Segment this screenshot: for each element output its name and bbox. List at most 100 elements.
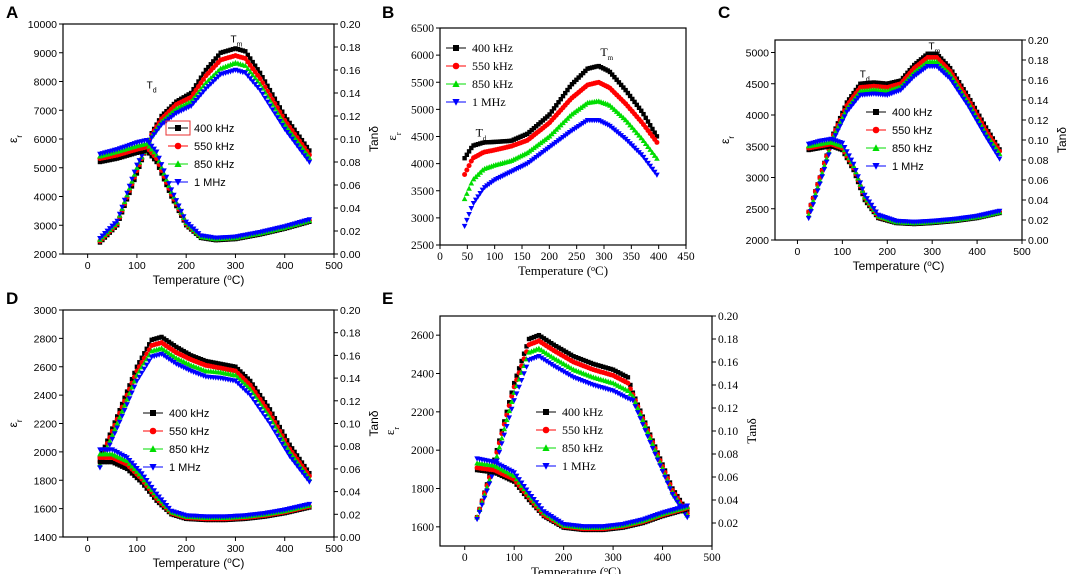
eps-point [179,347,184,352]
eps-point [647,146,654,152]
eps-point [201,357,206,363]
eps-point [596,63,601,69]
eps-point [284,130,290,136]
eps-point [166,356,172,362]
eps-point [550,363,557,369]
y2-tick-label: 0.16 [340,65,361,77]
tan-point [178,208,185,215]
eps-point [972,111,978,117]
tan-point [122,465,127,470]
eps-point [289,124,295,129]
eps-point [508,398,515,404]
tan-point [134,150,140,155]
eps-point [507,400,512,405]
eps-point [294,463,300,469]
eps-point [136,158,143,164]
eps-point [850,101,857,107]
eps-point [603,365,608,370]
eps-point [647,435,653,441]
y-tick-label: 4000 [411,159,434,171]
eps-point [647,163,654,170]
eps-point [169,341,174,346]
y2-tick-label: 0.04 [718,495,738,507]
eps-point [200,89,207,95]
tan-point [161,177,167,182]
eps-point [842,105,847,110]
eps-point [638,152,645,158]
eps-point [640,154,647,161]
eps-point [235,46,241,52]
x-tick-label: 200 [879,246,897,258]
eps-point [639,417,646,423]
eps-point [855,95,861,101]
legend-marker [872,163,880,170]
panel-letter: D [6,289,18,308]
eps-point [835,128,841,134]
x-tick-label: 150 [513,251,531,263]
tan-point [528,493,535,500]
eps-point [190,100,197,107]
eps-point [558,367,564,374]
eps-point [628,382,633,388]
legend-label: 1 MHz [194,177,226,189]
eps-point [195,95,202,101]
annotation-d: Td [860,70,870,84]
eps-point [563,90,568,96]
tan-point [146,140,153,147]
eps-point [171,343,177,348]
eps-point [593,362,598,367]
eps-point [511,398,517,404]
eps-point [894,79,899,84]
eps-point [109,432,116,438]
tan-point [117,463,122,468]
y-tick-label: 4500 [746,79,770,91]
eps-point [921,55,926,60]
eps-point [255,67,260,72]
legend-label: 550 kHz [169,426,209,438]
tan-point [161,500,167,506]
eps-point [186,351,191,357]
tan-point [841,145,848,151]
eps-point [521,371,527,377]
eps-point [267,103,273,109]
tan-point [139,149,145,154]
eps-point [990,145,996,151]
eps-point [225,48,231,53]
eps-point [561,348,566,353]
eps-point [608,366,613,372]
eps-point [233,364,238,369]
eps-point [523,364,530,370]
eps-point [502,139,508,144]
legend-marker [175,125,181,131]
eps-point [605,68,610,73]
eps-point [841,114,848,120]
eps-point [634,129,640,136]
eps-point [916,59,921,64]
eps-point [659,469,666,475]
eps-point [114,425,120,431]
eps-point [107,226,113,232]
eps-point [513,391,520,397]
eps-point [168,358,175,364]
y-axis-label: εr [6,135,24,143]
eps-point [294,143,300,149]
eps-point [555,366,562,372]
eps-point [102,444,108,450]
eps-point [513,136,519,141]
eps-point [244,384,251,390]
eps-point [630,96,635,102]
eps-point [841,110,848,116]
tan-point [855,174,861,180]
eps-point [625,90,631,96]
eps-point [969,107,976,113]
eps-point [240,379,246,385]
y-tick-label: 4000 [34,192,58,204]
x-tick-label: 200 [555,552,573,564]
eps-point [476,509,483,516]
eps-point [299,137,305,143]
eps-point [594,64,599,69]
eps-point [302,141,307,146]
eps-point [494,453,500,459]
eps-point [544,337,549,343]
legend-label: 1 MHz [169,462,201,474]
